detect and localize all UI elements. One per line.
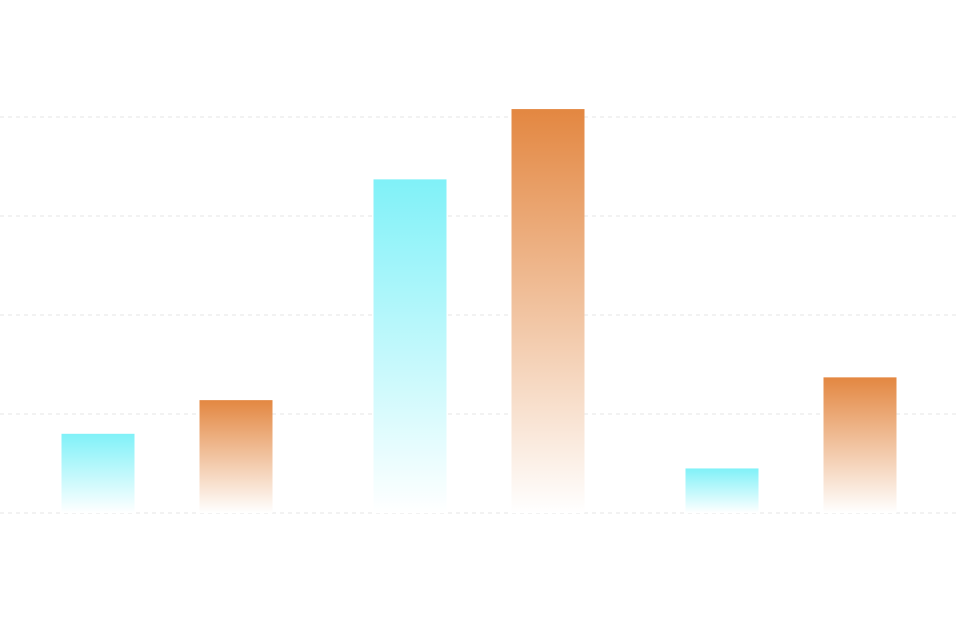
bar-series-1-group-2[interactable] (373, 179, 447, 513)
bar-series-2-group-1[interactable] (199, 400, 273, 513)
bar-series-2-group-3[interactable] (823, 377, 897, 513)
bar-series-2-group-2[interactable] (511, 109, 585, 513)
bar-series-1-group-3[interactable] (685, 468, 759, 513)
bars (61, 109, 897, 513)
gridlines (0, 116, 960, 514)
bar-series-1-group-1[interactable] (61, 433, 135, 513)
